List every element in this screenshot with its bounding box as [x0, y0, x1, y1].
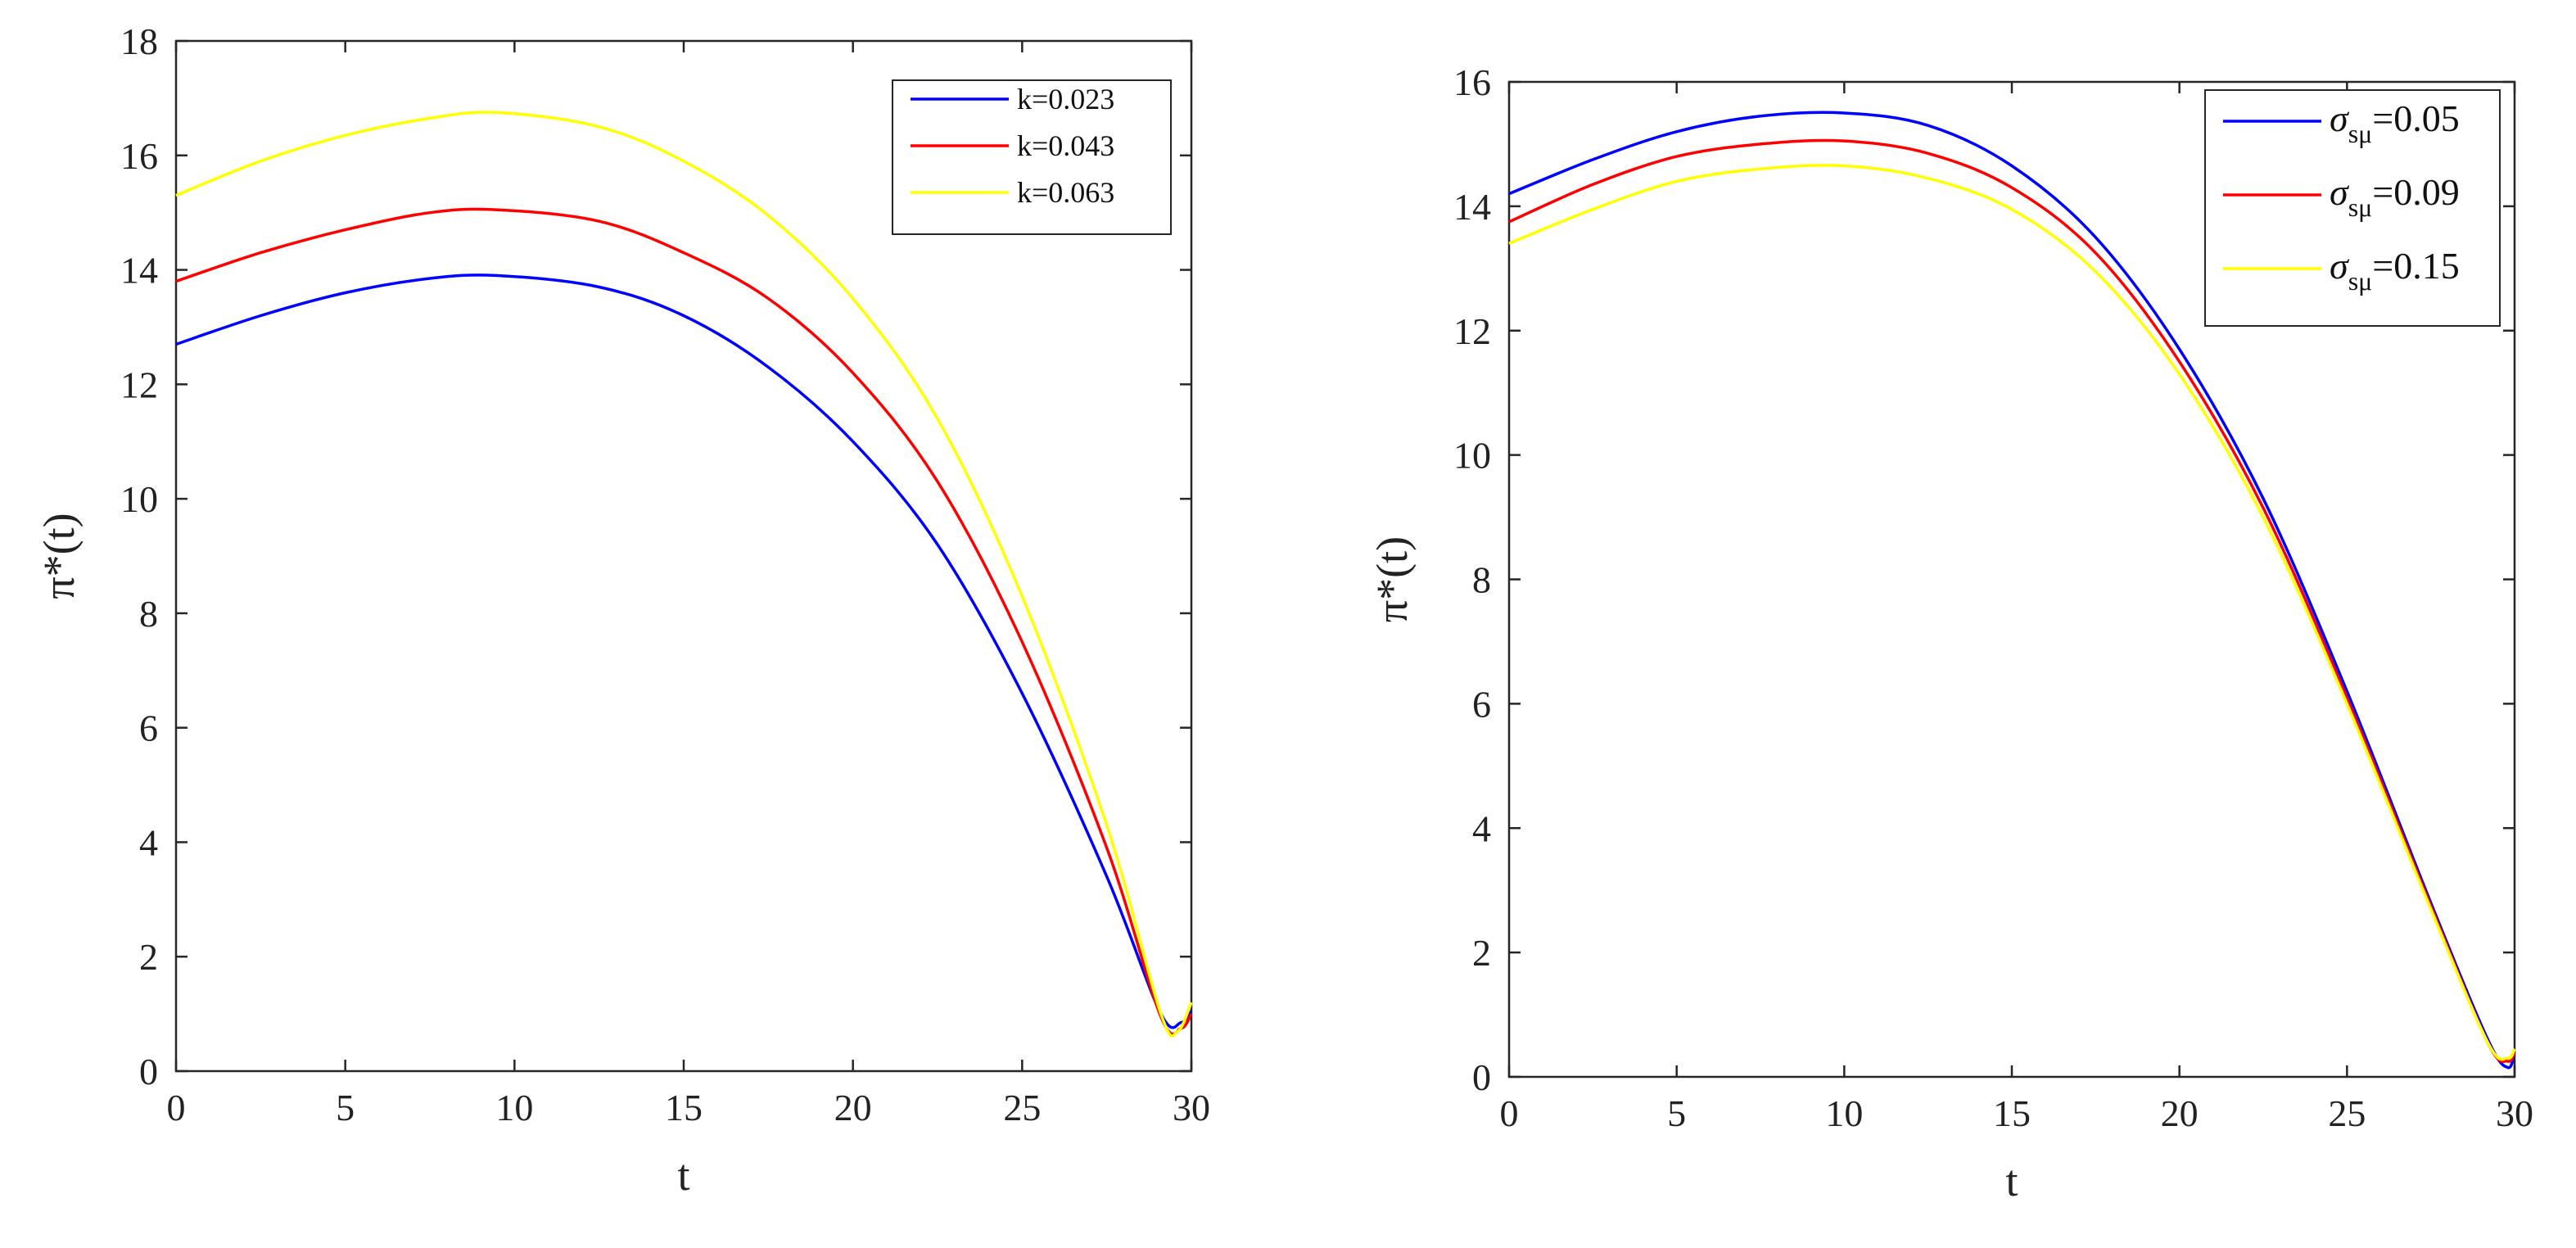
y-tick-label: 8: [1472, 559, 1491, 601]
y-tick-label: 14: [120, 250, 158, 292]
y-tick-label: 2: [1472, 932, 1491, 974]
legend-label-symbol: σ: [2330, 97, 2350, 139]
x-tick-label: 25: [2328, 1092, 2366, 1134]
legend-label-symbol: σ: [2330, 171, 2350, 213]
legend-label-value: =0.09: [2372, 171, 2459, 213]
left-chart: 0 5 10 15 20 25 30 0 2 4 6 8 10 12 14 16 18 t π*(t) k=0.023…: [34, 20, 1210, 1200]
legend-label-subscript: sμ: [2348, 119, 2373, 148]
x-tick-label: 5: [336, 1087, 355, 1128]
legend-box: [2204, 89, 2501, 327]
y-tick-label: 2: [139, 936, 158, 978]
y-tick-label: 6: [139, 708, 158, 749]
x-tick-label: 25: [1003, 1087, 1041, 1128]
x-tick-label: 0: [167, 1087, 186, 1128]
y-tick-label: 14: [1453, 186, 1491, 228]
x-tick-label: 20: [834, 1087, 872, 1128]
series-line-3: [175, 111, 1193, 1038]
legend-label-subscript: sμ: [2348, 266, 2373, 296]
y-axis-title: π*(t): [34, 513, 84, 599]
x-tick-label: 30: [1173, 1087, 1210, 1128]
y-tick-label: 8: [139, 593, 158, 635]
y-tick-label: 18: [120, 20, 158, 62]
y-tick-label: 0: [139, 1051, 158, 1092]
legend-label-3: σsμ=0.15: [2330, 245, 2460, 296]
y-tick-label: 4: [139, 821, 158, 863]
y-tick-label: 6: [1472, 683, 1491, 725]
x-tick-label: 10: [495, 1087, 533, 1128]
x-axis-title: t: [2005, 1156, 2018, 1205]
series-line-1: [175, 274, 1193, 1029]
x-tick-label: 30: [2496, 1092, 2533, 1134]
y-tick-label: 12: [120, 364, 158, 405]
x-tick-label: 20: [2161, 1092, 2199, 1134]
legend-label-1: k=0.023: [1017, 83, 1114, 115]
y-tick-label: 10: [1453, 435, 1491, 477]
legend-label-symbol: σ: [2330, 245, 2350, 287]
y-axis-title: π*(t): [1367, 536, 1417, 622]
legend-box: [892, 79, 1172, 235]
y-tick-label: 10: [120, 478, 158, 520]
legend-label-value: =0.05: [2372, 97, 2459, 139]
x-tick-label: 5: [1667, 1092, 1686, 1134]
x-tick-label: 15: [1993, 1092, 2031, 1134]
y-tick-label: 0: [1472, 1056, 1491, 1098]
legend-label-subscript: sμ: [2348, 192, 2373, 222]
legend: k=0.023 k=0.043 k=0.063: [892, 79, 1172, 235]
x-axis-title: t: [677, 1151, 689, 1200]
series-line-2: [175, 207, 1193, 1036]
legend-label-3: k=0.063: [1017, 176, 1114, 209]
legend-label-value: =0.15: [2372, 245, 2459, 287]
legend-label-1: σsμ=0.05: [2330, 97, 2460, 148]
legend-label-2: σsμ=0.09: [2330, 171, 2460, 222]
x-tick-label: 0: [1500, 1092, 1519, 1134]
legend-label-2: k=0.043: [1017, 129, 1114, 162]
y-tick-label: 16: [120, 135, 158, 177]
x-tick-label: 10: [1825, 1092, 1863, 1134]
right-chart: 0 5 10 15 20 25 300246810121416tπ*(t)σsμ=0.05σ…: [1367, 61, 2533, 1205]
x-tick-label: 15: [665, 1087, 703, 1128]
y-tick-label: 12: [1453, 310, 1491, 352]
y-tick-label: 16: [1453, 61, 1491, 103]
y-tick-label: 4: [1472, 807, 1491, 849]
series-line-3: [1508, 164, 2516, 1061]
